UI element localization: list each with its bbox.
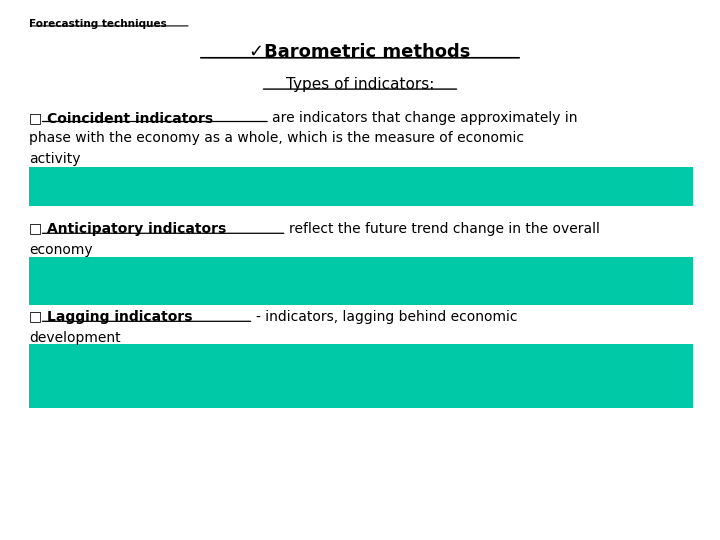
Text: reflect the future trend change in the overall: reflect the future trend change in the o… [289,222,600,237]
Text: activity: activity [29,152,81,166]
Text: economy: economy [29,243,92,257]
FancyBboxPatch shape [29,167,693,206]
Text: □ Anticipatory indicators: □ Anticipatory indicators [29,222,231,237]
Text: □ Coincident indicators: □ Coincident indicators [29,111,218,125]
Text: Forecasting techniques: Forecasting techniques [29,19,166,29]
Text: □ Lagging indicators: □ Lagging indicators [29,310,197,325]
Text: Types of indicators:: Types of indicators: [286,77,434,92]
FancyBboxPatch shape [29,344,693,408]
Text: - indicators, lagging behind economic: - indicators, lagging behind economic [256,310,517,325]
Text: ✓Barometric methods: ✓Barometric methods [249,43,471,61]
Text: phase with the economy as a whole, which is the measure of economic: phase with the economy as a whole, which… [29,131,523,145]
Text: development: development [29,331,120,345]
Text: are indicators that change approximately in: are indicators that change approximately… [272,111,577,125]
FancyBboxPatch shape [29,256,693,305]
